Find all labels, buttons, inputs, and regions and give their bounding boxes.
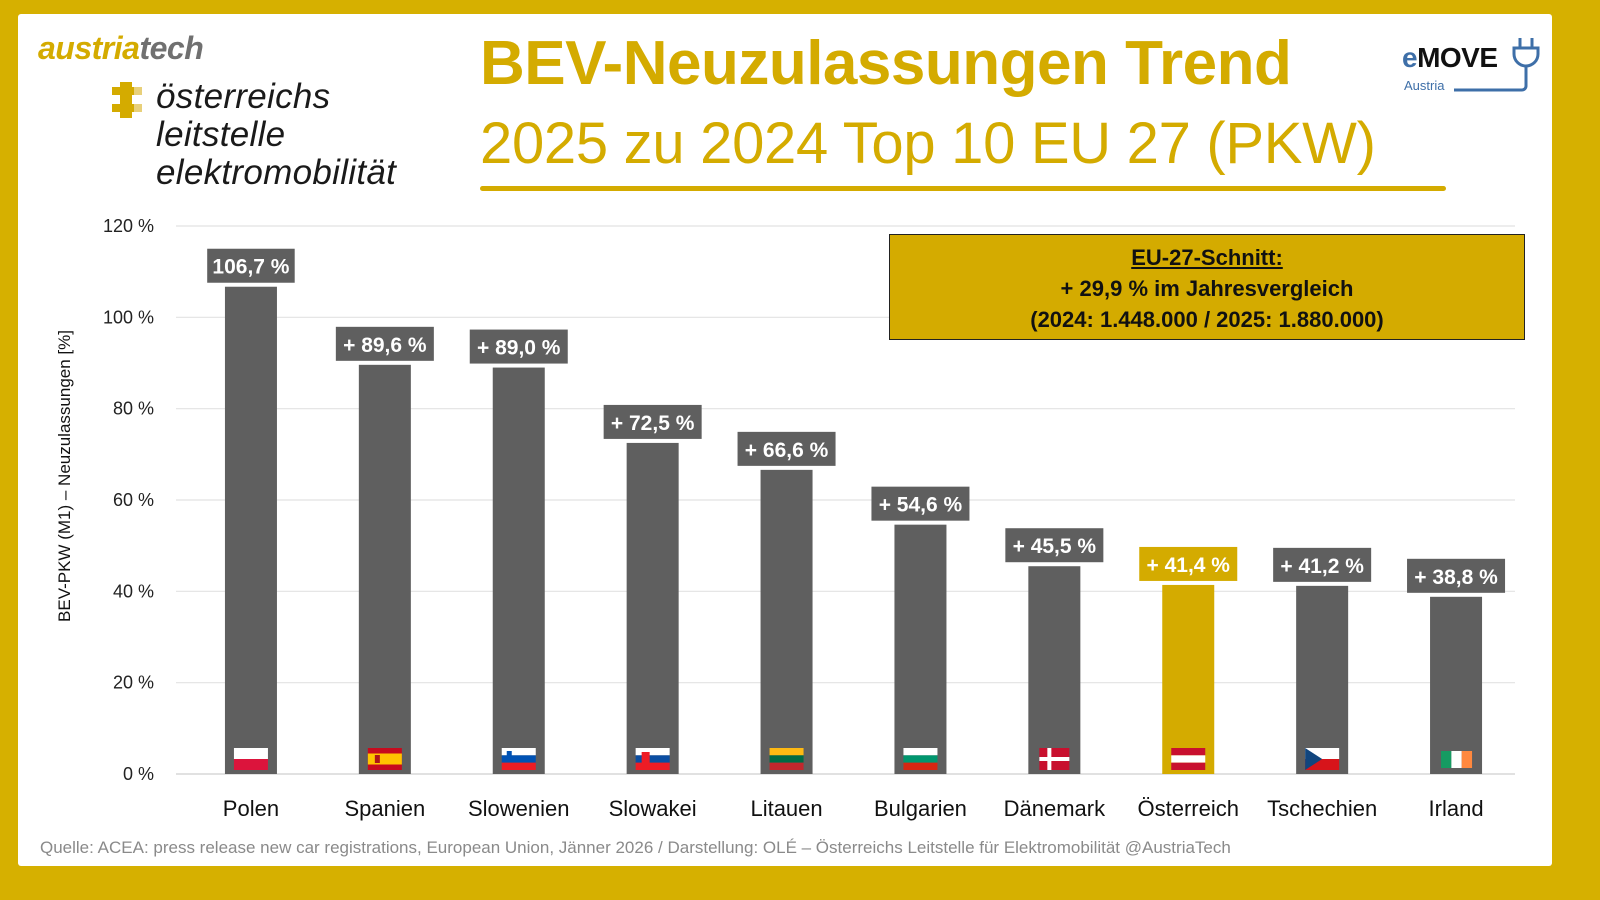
emove-wordmark: eMOVE bbox=[1402, 42, 1498, 73]
poland-flag-icon bbox=[233, 748, 268, 770]
data-label-box bbox=[469, 329, 568, 364]
plug-icon bbox=[112, 82, 146, 118]
data-label: + 45,5 % bbox=[1013, 535, 1097, 558]
x-tick-label: Dänemark bbox=[1004, 796, 1106, 821]
bar-chart: 0 % 20 % 40 % 60 % 80 % 100 % 120 % 106,7 % Pol… bbox=[55, 216, 1515, 821]
eu-average-heading: EU-27-Schnitt: bbox=[1131, 245, 1283, 270]
ole-line-3: elektromobilität bbox=[156, 153, 397, 192]
bar bbox=[492, 367, 545, 774]
data-label: + 38,8 % bbox=[1414, 566, 1498, 589]
data-label: + 89,0 % bbox=[477, 337, 561, 360]
eu-average-line1: + 29,9 % im Jahresvergleich bbox=[1060, 276, 1354, 301]
bar bbox=[1430, 596, 1483, 774]
data-label: + 54,6 % bbox=[879, 494, 963, 517]
x-tick-label: Bulgarien bbox=[874, 796, 967, 821]
x-tick-label: Slowakei bbox=[609, 796, 697, 821]
slovenia-flag-icon bbox=[501, 748, 536, 770]
bar bbox=[224, 286, 277, 774]
y-tick-label: 100 % bbox=[103, 307, 154, 327]
page-title: BEV-Neuzulassungen Trend bbox=[480, 29, 1292, 98]
data-label-box bbox=[335, 326, 434, 361]
data-label-box bbox=[871, 486, 970, 521]
y-tick-label: 120 % bbox=[103, 216, 154, 236]
y-tick-label: 80 % bbox=[113, 399, 154, 419]
y-tick-label: 40 % bbox=[113, 581, 154, 601]
data-label: + 66,6 % bbox=[745, 439, 829, 462]
austriatech-logo-part1: austria bbox=[38, 30, 140, 66]
eu-average-line2: (2024: 1.448.000 / 2025: 1.880.000) bbox=[1030, 307, 1384, 332]
source-note: Quelle: ACEA: press release new car regi… bbox=[40, 838, 1231, 857]
x-tick-label: Slowenien bbox=[468, 796, 570, 821]
lithuania-flag-icon bbox=[769, 748, 804, 770]
y-axis-label: BEV-PKW (M1) – Neuzulassungen [%] bbox=[55, 330, 74, 622]
ole-line-2: leitstelle bbox=[156, 115, 286, 154]
ole-line-1: österreichs bbox=[156, 77, 331, 116]
emove-sub: Austria bbox=[1404, 78, 1445, 93]
spain-flag-icon bbox=[367, 748, 402, 770]
bar bbox=[1296, 585, 1349, 774]
denmark-flag-icon bbox=[1039, 748, 1070, 770]
x-tick-label: Polen bbox=[223, 796, 279, 821]
x-tick-label: Litauen bbox=[750, 796, 822, 821]
austriatech-logo: austriatech bbox=[38, 30, 204, 67]
austriatech-logo-part2: tech bbox=[139, 30, 204, 66]
data-label: + 89,6 % bbox=[343, 334, 427, 357]
data-label: + 41,4 % bbox=[1147, 554, 1231, 577]
data-label-box bbox=[1139, 546, 1238, 581]
data-label-box bbox=[207, 248, 295, 283]
czechia-flag-icon bbox=[1305, 748, 1340, 770]
x-tick-label: Spanien bbox=[344, 796, 425, 821]
emove-austria-logo: eMOVE Austria bbox=[1402, 34, 1552, 98]
x-tick-label: Österreich bbox=[1138, 796, 1239, 821]
slovakia-flag-icon bbox=[635, 748, 670, 770]
data-label-box bbox=[1273, 547, 1372, 582]
page-subtitle: 2025 zu 2024 Top 10 EU 27 (PKW) bbox=[480, 111, 1376, 176]
data-label-box bbox=[737, 431, 836, 466]
x-tick-label: Tschechien bbox=[1267, 796, 1377, 821]
data-label: + 41,2 % bbox=[1280, 555, 1364, 578]
bar bbox=[760, 469, 813, 774]
data-label-box bbox=[1005, 528, 1104, 563]
ole-logo-text: österreichs leitstelle elektromobilität bbox=[156, 78, 396, 192]
data-label-box bbox=[603, 404, 702, 439]
ireland-flag-icon bbox=[1441, 751, 1473, 768]
y-tick-label: 60 % bbox=[113, 490, 154, 510]
bar bbox=[358, 364, 411, 774]
y-tick-label: 20 % bbox=[113, 673, 154, 693]
bulgaria-flag-icon bbox=[903, 748, 938, 770]
bar bbox=[1162, 584, 1215, 774]
y-tick-label: 0 % bbox=[123, 764, 154, 784]
data-label: + 72,5 % bbox=[611, 412, 695, 435]
data-label: 106,7 % bbox=[212, 256, 289, 279]
bar bbox=[894, 524, 947, 774]
x-tick-label: Irland bbox=[1429, 796, 1484, 821]
austria-flag-icon bbox=[1171, 748, 1206, 770]
bar bbox=[1028, 566, 1081, 774]
bar bbox=[626, 442, 679, 774]
data-label-box bbox=[1407, 558, 1506, 593]
title-underline bbox=[480, 186, 1446, 191]
eu-average-box: EU-27-Schnitt: + 29,9 % im Jahresverglei… bbox=[889, 234, 1525, 340]
emove-plug-icon bbox=[1454, 38, 1540, 92]
